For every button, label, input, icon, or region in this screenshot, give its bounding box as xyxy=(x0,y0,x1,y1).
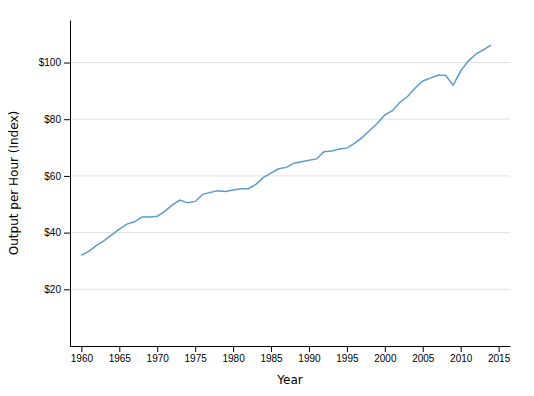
tick-mark xyxy=(423,346,424,352)
tick-label: $80 xyxy=(44,114,61,125)
x-axis-title: Year xyxy=(276,373,302,387)
tick-label: $100 xyxy=(39,57,62,68)
tick-mark xyxy=(499,346,500,352)
tick-label: 1990 xyxy=(298,353,321,364)
tick-label: 2010 xyxy=(450,353,473,364)
tick-mark xyxy=(233,346,234,352)
tick-label: 1960 xyxy=(71,353,94,364)
tick: $80 xyxy=(44,114,70,125)
tick-label: $20 xyxy=(44,284,61,295)
tick: 1965 xyxy=(109,346,132,364)
tick: 1985 xyxy=(260,346,283,364)
grid xyxy=(70,63,510,290)
tick: $100 xyxy=(39,57,70,68)
tick-mark xyxy=(271,346,272,352)
chart: 1960 1965 1970 1975 1980 1985 1990 1995 2000 2005… xyxy=(0,0,534,396)
tick: $20 xyxy=(44,284,70,295)
tick: 2005 xyxy=(412,346,435,364)
tick: 1970 xyxy=(147,346,170,364)
tick-mark xyxy=(64,233,70,234)
tick-mark xyxy=(385,346,386,352)
tick: 2010 xyxy=(450,346,473,364)
tick: $60 xyxy=(44,171,70,182)
tick: 1960 xyxy=(71,346,94,364)
tick: 2000 xyxy=(374,346,397,364)
tick: $40 xyxy=(44,227,70,238)
tick-mark xyxy=(347,346,348,352)
tick: 1990 xyxy=(298,346,321,364)
tick-label: 2005 xyxy=(412,353,435,364)
tick-mark xyxy=(157,346,158,352)
y-axis: $20 $40 $60 $80 $100 xyxy=(39,21,71,347)
tick: 1995 xyxy=(336,346,359,364)
tick-mark xyxy=(64,289,70,290)
tick-label: 1995 xyxy=(336,353,359,364)
tick-label: 1965 xyxy=(109,353,132,364)
tick-label: 2015 xyxy=(488,353,511,364)
grid-line xyxy=(70,62,510,63)
tick-label: $60 xyxy=(44,171,61,182)
tick-label: 1970 xyxy=(147,353,170,364)
axis-line xyxy=(70,21,71,347)
tick-mark xyxy=(64,63,70,64)
tick-label: $40 xyxy=(44,227,61,238)
plot-area: 1960 1965 1970 1975 1980 1985 1990 1995 2000 2005… xyxy=(39,21,511,365)
grid-line xyxy=(70,175,510,176)
tick-label: 1975 xyxy=(185,353,208,364)
axis-line xyxy=(71,346,511,347)
grid-line xyxy=(70,289,510,290)
tick-mark xyxy=(81,346,82,352)
y-axis-title: Output per Hour (Index) xyxy=(7,111,21,255)
grid-line xyxy=(70,119,510,120)
tick-mark xyxy=(309,346,310,352)
tick: 1975 xyxy=(185,346,208,364)
tick-mark xyxy=(64,119,70,120)
tick-label: 2000 xyxy=(374,353,397,364)
series xyxy=(81,45,491,255)
tick-mark xyxy=(119,346,120,352)
tick: 1980 xyxy=(222,346,245,364)
tick-mark xyxy=(461,346,462,352)
tick-mark xyxy=(195,346,196,352)
line xyxy=(81,45,491,255)
grid-line xyxy=(70,232,510,233)
tick-label: 1985 xyxy=(260,353,283,364)
tick-mark xyxy=(64,176,70,177)
tick-label: 1980 xyxy=(222,353,245,364)
tick: 2015 xyxy=(488,346,511,364)
x-axis: 1960 1965 1970 1975 1980 1985 1990 1995 2000 2005… xyxy=(71,346,511,364)
